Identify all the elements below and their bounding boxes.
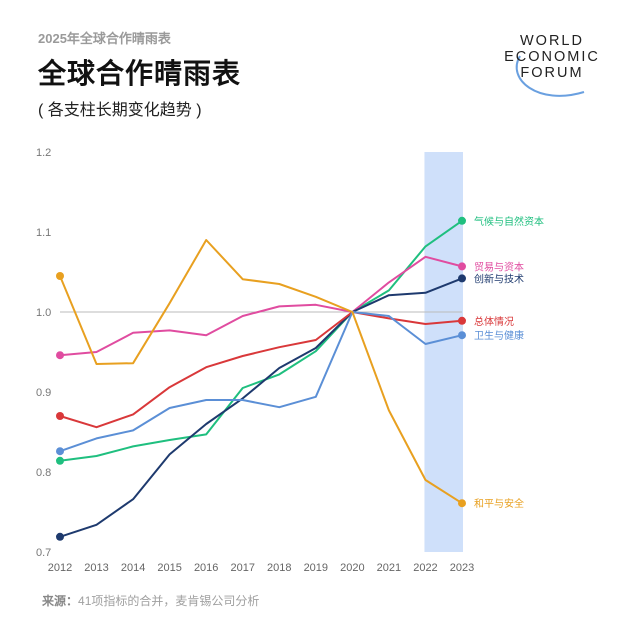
source-note: 来源：41项指标的合并，麦肯锡公司分析 xyxy=(42,592,259,609)
y-tick-label: 0.7 xyxy=(36,547,51,559)
x-tick-label: 2016 xyxy=(194,562,218,574)
series-start-point xyxy=(56,272,64,280)
series-start-point xyxy=(56,447,64,456)
y-tick-label: 0.8 xyxy=(36,467,51,479)
x-tick-label: 2013 xyxy=(84,562,108,574)
series-end-point xyxy=(458,216,466,225)
series-line xyxy=(59,311,463,453)
series-start-point xyxy=(56,351,64,360)
source-label: 来源： xyxy=(42,594,79,608)
series-start-point xyxy=(56,412,64,420)
series-line xyxy=(59,219,463,462)
highlight-band xyxy=(424,152,463,552)
chart-subtitle: ( 各支柱长期变化趋势 ) xyxy=(38,102,202,119)
logo-line-1: WORLD xyxy=(520,33,584,49)
series-end-point xyxy=(458,499,466,508)
series-label: 总体情况 xyxy=(474,315,514,328)
series-line xyxy=(59,277,463,538)
series-start-point xyxy=(56,456,64,465)
y-tick-label: 0.9 xyxy=(36,387,51,399)
logo-arc-icon xyxy=(515,55,585,97)
x-tick-label: 2014 xyxy=(121,562,145,574)
series-line xyxy=(59,255,463,357)
x-tick-label: 2022 xyxy=(413,562,437,574)
series-label: 贸易与资本 xyxy=(474,260,524,273)
series-end-point xyxy=(458,274,466,283)
series-end-point xyxy=(458,316,466,325)
source-text: 41项指标的合并，麦肯锡公司分析 xyxy=(78,594,260,608)
x-tick-label: 2015 xyxy=(157,562,181,574)
series-label: 气候与自然资本 xyxy=(474,215,544,228)
wef-logo: WORLD ECONOMIC FORUM xyxy=(498,34,618,104)
series-line xyxy=(59,311,463,429)
series-end-point xyxy=(458,262,466,271)
chart-kicker: 2025年全球合作晴雨表 xyxy=(38,31,171,46)
logo-line-2: ECONOMIC xyxy=(504,49,600,65)
x-tick-label: 2023 xyxy=(450,562,474,574)
series-line xyxy=(59,239,463,505)
x-tick-label: 2020 xyxy=(340,562,364,574)
x-tick-label: 2018 xyxy=(267,562,291,574)
y-tick-label: 1.0 xyxy=(36,307,51,319)
x-tick-label: 2019 xyxy=(304,562,328,574)
series-label: 和平与安全 xyxy=(474,497,524,510)
chart-title: 全球合作晴雨表 xyxy=(38,58,242,89)
logo-line-3: FORUM xyxy=(520,65,584,81)
x-tick-label: 2017 xyxy=(230,562,254,574)
series-end-point xyxy=(458,331,466,340)
y-tick-label: 1.1 xyxy=(36,227,51,239)
x-tick-label: 2012 xyxy=(48,562,72,574)
x-tick-label: 2021 xyxy=(377,562,401,574)
y-tick-label: 1.2 xyxy=(36,147,51,159)
series-label: 卫生与健康 xyxy=(474,329,524,342)
series-label: 创新与技术 xyxy=(474,272,524,285)
series-start-point xyxy=(56,532,64,541)
